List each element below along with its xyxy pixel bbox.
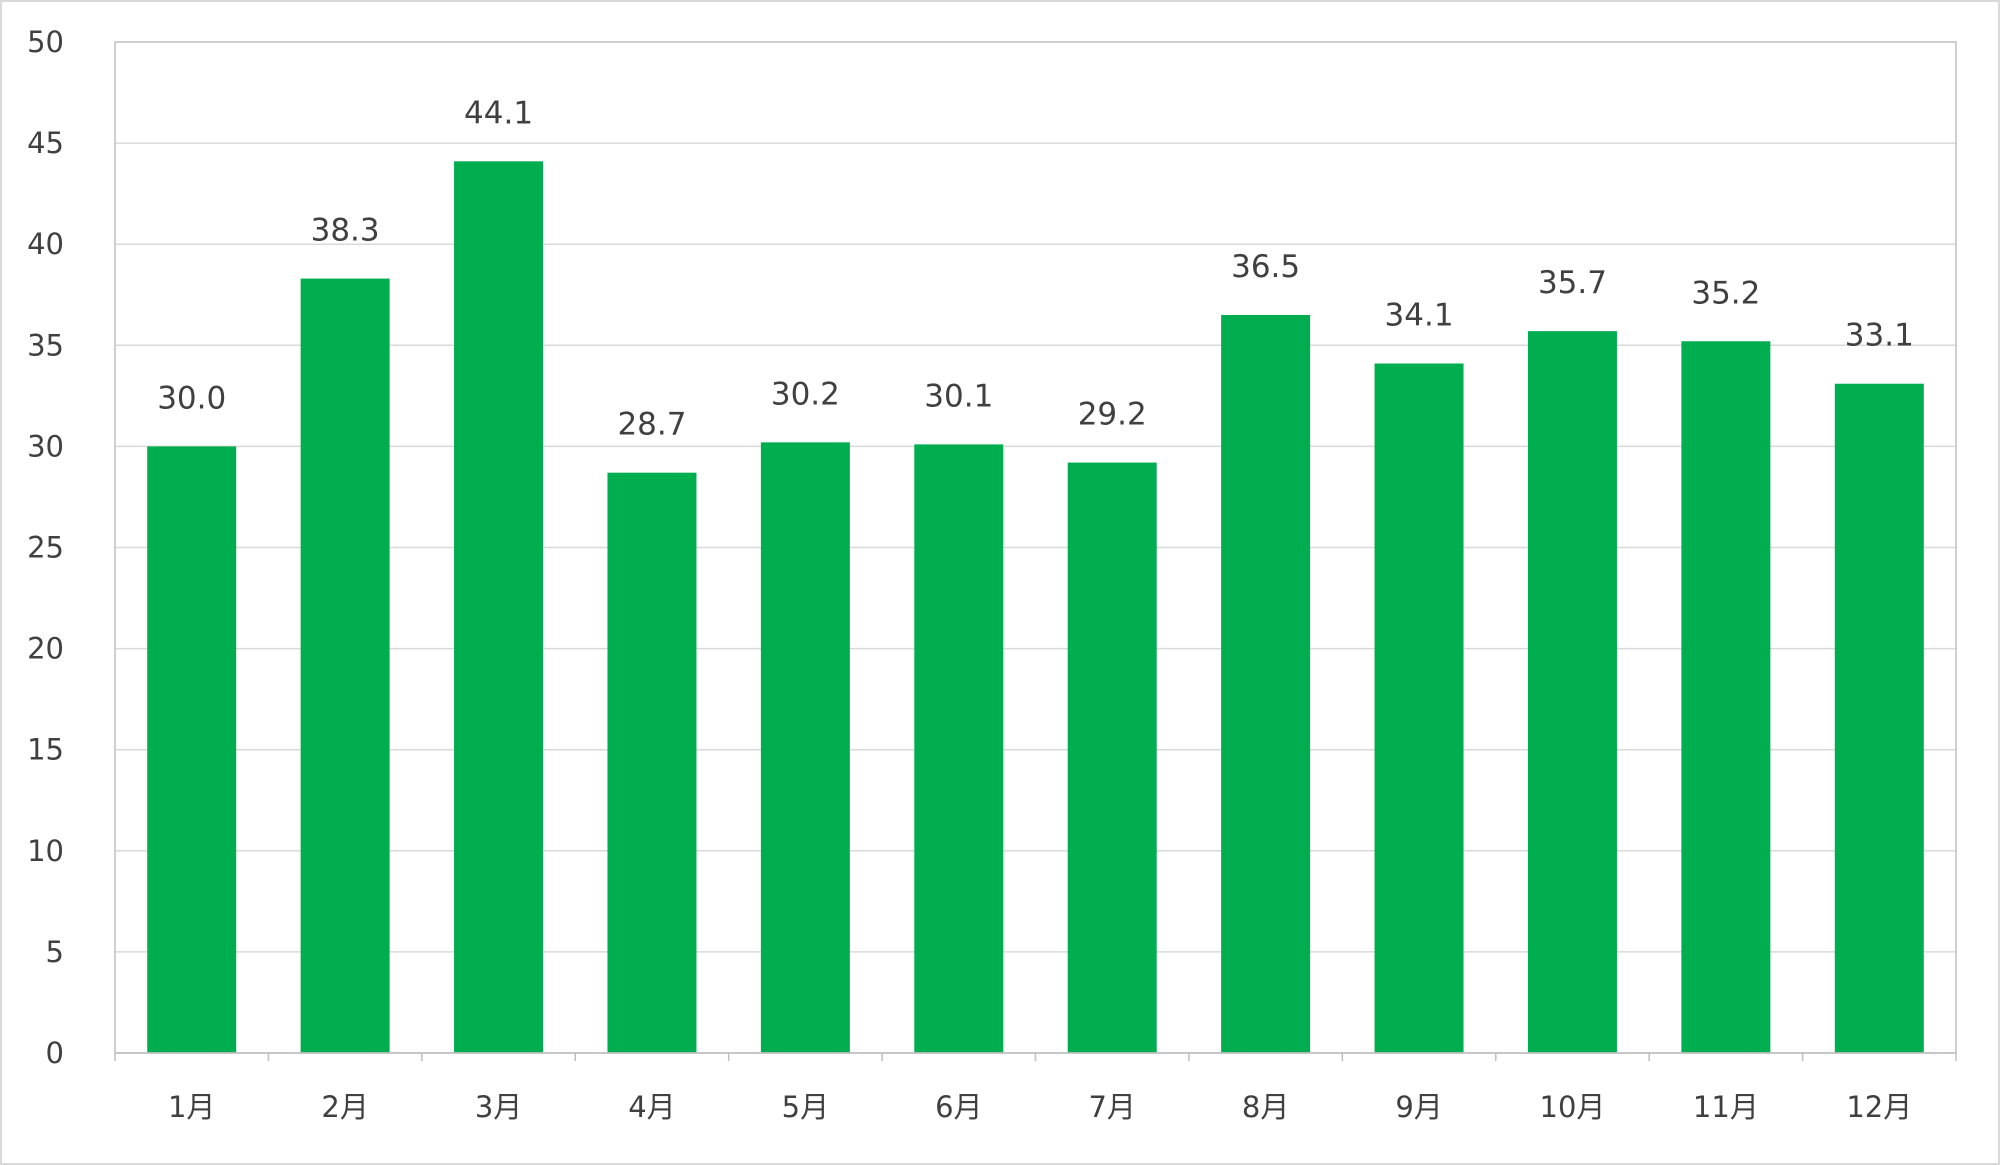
x-tick-label: 12月 [1846, 1090, 1912, 1124]
bar-6 [914, 444, 1004, 1053]
bar-2 [300, 278, 390, 1054]
x-tick-label: 3月 [475, 1090, 522, 1124]
x-tick-label: 6月 [935, 1090, 982, 1124]
bar-4 [607, 472, 697, 1053]
y-tick-label: 20 [27, 632, 64, 666]
bar-9 [1374, 363, 1464, 1053]
y-tick-label: 0 [46, 1036, 64, 1070]
data-label: 30.2 [771, 376, 840, 412]
bar-1 [147, 446, 237, 1053]
bar-11 [1681, 341, 1771, 1054]
y-tick-label: 25 [27, 531, 64, 565]
y-tick-label: 50 [27, 25, 64, 59]
bar-10 [1527, 331, 1617, 1053]
bar-7 [1067, 462, 1157, 1053]
x-tick-label: 7月 [1088, 1090, 1135, 1124]
data-label: 28.7 [617, 407, 686, 443]
x-tick-label: 10月 [1540, 1090, 1606, 1124]
data-label: 30.0 [157, 380, 226, 416]
y-tick-label: 45 [27, 126, 64, 160]
x-tick-label: 11月 [1693, 1090, 1759, 1124]
bar-12 [1834, 383, 1924, 1053]
data-label: 36.5 [1231, 249, 1300, 285]
gridlines [115, 142, 1956, 953]
y-tick-label: 15 [27, 733, 64, 767]
bar-5 [760, 442, 850, 1054]
data-label: 38.3 [311, 213, 380, 249]
bars [147, 161, 1924, 1054]
x-tick-label: 9月 [1395, 1090, 1442, 1124]
x-tick-label: 1月 [168, 1090, 215, 1124]
y-tick-label: 30 [27, 429, 64, 463]
bar-3 [454, 161, 544, 1054]
axes [114, 41, 1957, 1061]
data-label: 35.7 [1538, 265, 1607, 301]
labels: 0 5 10 15 20 25 30 35 40 45 50 30.0 1月 38.3 2月 44.1 3月 28… [27, 25, 1914, 1124]
y-tick-label: 10 [27, 834, 64, 868]
x-tick-label: 5月 [782, 1090, 829, 1124]
x-tick-label: 8月 [1242, 1090, 1289, 1124]
y-tick-label: 40 [27, 227, 64, 261]
x-tick-label: 2月 [321, 1090, 368, 1124]
x-tick-label: 4月 [628, 1090, 675, 1124]
data-label: 33.1 [1845, 318, 1914, 354]
bar-8 [1221, 314, 1311, 1054]
y-tick-label: 5 [46, 935, 64, 969]
data-label: 35.2 [1691, 275, 1760, 311]
data-label: 34.1 [1385, 297, 1454, 333]
data-label: 30.1 [924, 378, 993, 414]
data-label: 44.1 [464, 95, 533, 131]
y-tick-label: 35 [27, 328, 64, 362]
data-label: 29.2 [1078, 397, 1147, 433]
